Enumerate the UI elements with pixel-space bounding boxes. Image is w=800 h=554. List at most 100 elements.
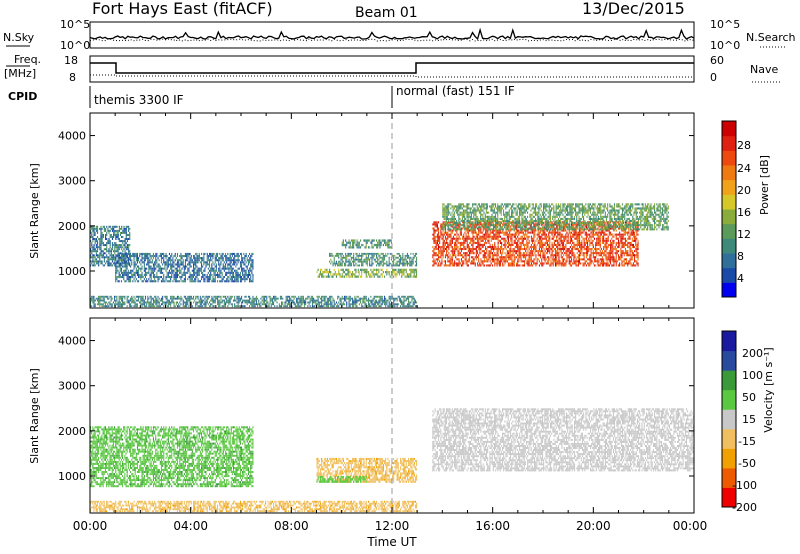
- power-cell: [102, 252, 104, 255]
- power-cell: [252, 259, 254, 262]
- power-cell: [628, 246, 630, 249]
- power-cell: [157, 269, 159, 272]
- power-cell: [495, 229, 497, 232]
- power-cell: [235, 278, 237, 281]
- power-cell: [396, 273, 398, 276]
- power-cell: [593, 227, 595, 230]
- power-cell: [480, 227, 482, 230]
- power-cell: [546, 241, 548, 244]
- power-cell: [612, 248, 614, 251]
- power-cell: [402, 262, 404, 265]
- power-cell: [577, 223, 579, 226]
- power-cell: [157, 278, 159, 281]
- power-cell: [583, 246, 585, 249]
- power-cell: [595, 246, 597, 249]
- power-cell: [543, 254, 545, 257]
- power-cell: [579, 252, 581, 255]
- power-cell: [610, 221, 612, 224]
- power-cell: [554, 262, 556, 265]
- power-cell: [458, 222, 460, 225]
- power-cell: [538, 237, 540, 240]
- power-cell: [238, 267, 240, 270]
- power-cell: [488, 241, 490, 244]
- power-cell: [448, 235, 450, 238]
- power-cell: [597, 237, 599, 240]
- power-cell: [582, 237, 584, 240]
- power-cell: [572, 235, 574, 238]
- power-cell: [485, 254, 487, 257]
- power-cell: [542, 256, 544, 259]
- power-cell: [438, 258, 440, 261]
- power-cell: [456, 225, 458, 228]
- power-cell: [630, 250, 632, 253]
- power-cell: [229, 267, 231, 270]
- power-cell: [568, 229, 570, 232]
- power-cell: [489, 233, 491, 236]
- power-cell: [101, 254, 103, 257]
- power-cell: [561, 243, 563, 246]
- power-cell: [140, 278, 142, 281]
- power-cell: [93, 248, 95, 251]
- power-cell: [613, 241, 615, 244]
- power-cell: [106, 225, 108, 228]
- power-cell: [443, 222, 445, 225]
- power-cell: [331, 275, 333, 278]
- power-cell: [601, 225, 603, 228]
- power-cell: [489, 260, 491, 263]
- power-cell: [126, 238, 128, 240]
- power-cell: [334, 264, 336, 267]
- power-cell: [535, 264, 537, 267]
- power-cell: [448, 219, 450, 222]
- power-cell: [443, 243, 445, 246]
- power-cell: [558, 231, 560, 234]
- power-cell: [438, 233, 440, 236]
- power-cell: [459, 207, 461, 210]
- power-cell: [517, 258, 519, 261]
- power-cell: [388, 273, 390, 276]
- power-cell: [107, 229, 109, 232]
- power-cell: [178, 280, 180, 283]
- power-cell: [344, 275, 346, 278]
- power-cell: [446, 252, 448, 255]
- power-cell: [338, 268, 340, 271]
- power-cell: [243, 252, 245, 255]
- power-cell: [612, 260, 614, 263]
- power-cell: [108, 264, 110, 267]
- power-cell: [601, 237, 603, 240]
- power-cell: [636, 256, 638, 259]
- power-cell: [118, 246, 120, 249]
- power-cell: [538, 246, 540, 249]
- power-cell: [241, 259, 243, 262]
- power-cell: [524, 248, 526, 251]
- power-cell: [519, 264, 521, 267]
- power-cell: [471, 256, 473, 259]
- power-cell: [612, 243, 614, 246]
- power-cell: [554, 260, 556, 263]
- power-cell: [434, 254, 436, 257]
- power-cell: [524, 252, 526, 255]
- power-cell: [589, 262, 591, 265]
- power-cell: [587, 233, 589, 236]
- power-cell: [444, 260, 446, 263]
- power-cell: [160, 280, 162, 283]
- power-cell: [172, 263, 174, 266]
- power-cell: [147, 280, 149, 283]
- power-cell: [631, 229, 633, 232]
- power-cell: [125, 246, 127, 249]
- power-cell: [444, 262, 446, 265]
- power-cell: [612, 258, 614, 261]
- power-cell: [434, 229, 436, 232]
- power-cell: [544, 256, 546, 259]
- power-cell: [401, 262, 403, 265]
- power-cell: [453, 211, 455, 214]
- power-cell: [231, 255, 233, 258]
- power-cell: [102, 264, 104, 267]
- power-cell: [590, 260, 592, 263]
- power-cell: [230, 269, 232, 272]
- power-cell: [619, 231, 621, 234]
- power-cell: [533, 223, 535, 226]
- power-cell: [465, 256, 467, 259]
- power-cell: [118, 259, 120, 262]
- power-cell: [217, 280, 219, 283]
- power-cell: [543, 225, 545, 228]
